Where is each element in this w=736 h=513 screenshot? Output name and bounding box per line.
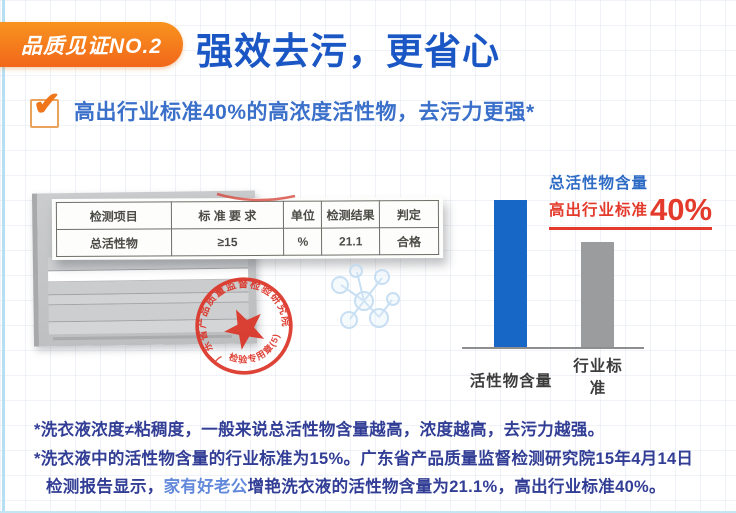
molecule-graphic — [331, 264, 400, 329]
page-title: 强效去污，更省心 — [196, 31, 500, 72]
magnified-result-table: 检测项目 标 准 要 求 单位 检测结果 判定 总活性物 ≥15 % 21.1 … — [51, 196, 444, 261]
bar-industry-standard — [581, 242, 614, 347]
checkmark-icon: ✔ — [30, 87, 61, 128]
col-judgment: 判定 — [379, 200, 439, 228]
bar-label-active-content: 活性物含量 — [469, 373, 553, 390]
quality-badge: 品质见证NO.2 — [0, 22, 183, 67]
footnotes: *洗衣液浓度≠粘稠度，一般来说总活性物含量越高，浓度越高，去污力越强。 *洗衣液… — [34, 416, 726, 502]
cell-test-item: 总活性物 — [56, 228, 172, 257]
chart-baseline — [462, 347, 644, 349]
callout-line1: 总活性物含量 — [549, 175, 649, 192]
bottom-border-line — [0, 511, 736, 513]
left-border-line — [2, 0, 5, 513]
quality-badge-label: 品质见证NO.2 — [20, 34, 162, 58]
footnote-line3: 检测报告显示，家有好老公增艳洗衣液的活性物含量为21.1%，高出行业标准40%。 — [46, 478, 666, 496]
bar-label-industry-standard: 行业标准 — [573, 358, 623, 397]
claim-text: 高出行业标准40%的高浓度活性物，去污力更强* — [74, 101, 535, 124]
footnote-line1: *洗衣液浓度≠粘稠度，一般来说总活性物含量越高，浓度越高，去污力越强。 — [34, 421, 605, 439]
claim-row: ✔ 高出行业标准40%的高浓度活性物，去污力更强* — [30, 87, 535, 128]
red-pen-arc — [216, 192, 296, 202]
cell-judgment: 合格 — [379, 227, 439, 255]
col-test-item: 检测项目 — [56, 201, 172, 230]
bar-active-content — [494, 200, 527, 347]
callout-underline — [549, 227, 712, 230]
callout-value: 40% — [650, 192, 713, 227]
cell-unit: % — [283, 228, 323, 256]
stamp-star-icon — [224, 309, 265, 350]
brand-name: 家有好老公 — [163, 478, 248, 496]
table-data-row: 总活性物 ≥15 % 21.1 合格 — [56, 227, 439, 257]
callout-line2: 高出行业标准 — [549, 202, 649, 219]
cell-result: 21.1 — [321, 227, 380, 256]
chart-callout: 总活性物含量 高出行业标准 40% — [549, 171, 724, 230]
col-result: 检测结果 — [321, 200, 380, 229]
footnote-line2: *洗衣液中的活性物含量的行业标准为15%。广东省产品质量监督检测研究院15年4月… — [34, 449, 694, 468]
